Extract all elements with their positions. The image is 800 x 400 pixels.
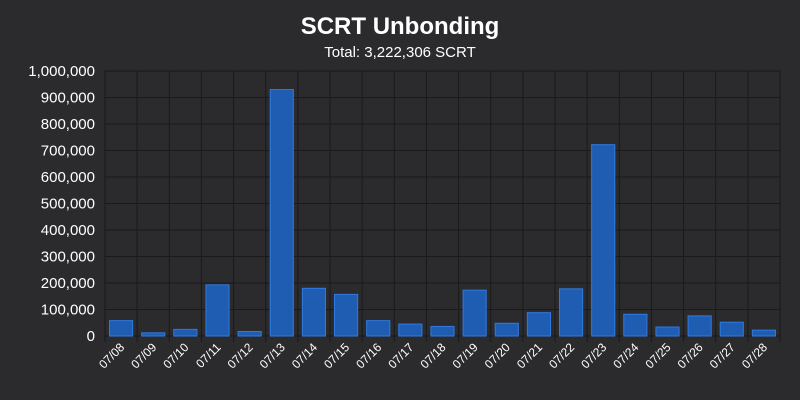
y-tick-label: 300,000	[41, 249, 95, 266]
x-tick-label: 07/12	[225, 340, 256, 371]
x-axis-ticks: 07/08 07/09 07/10 07/11 07/12 07/13 07/14 07/15…	[96, 340, 770, 371]
y-tick-label: 0	[87, 328, 95, 345]
x-tick-label: 07/24	[610, 340, 641, 371]
bar-07-19	[462, 289, 487, 337]
bar-07-28	[751, 329, 776, 337]
x-tick-label: 07/16	[353, 340, 384, 371]
bar-07-24	[623, 313, 648, 337]
y-tick-label: 500,000	[41, 196, 95, 213]
x-tick-label: 07/17	[385, 340, 416, 371]
y-tick-label: 1,000,000	[28, 63, 95, 80]
bar-07-14	[301, 287, 327, 337]
bar-07-12	[237, 330, 262, 337]
x-tick-label: 07/21	[514, 340, 545, 371]
x-tick-label: 07/15	[321, 340, 352, 371]
x-tick-label: 07/23	[578, 340, 609, 371]
y-tick-label: 400,000	[41, 222, 95, 239]
bar-07-11	[205, 284, 230, 337]
bar-07-13	[269, 89, 294, 337]
bar-07-20	[494, 322, 519, 337]
bar-07-08	[109, 320, 134, 337]
y-tick-label: 600,000	[41, 169, 95, 186]
x-tick-label: 07/10	[160, 340, 191, 371]
bar-07-17	[398, 323, 423, 337]
chart-subtitle: Total: 3,222,306 SCRT	[324, 44, 475, 61]
bar-07-10	[173, 328, 198, 337]
bar-07-15	[334, 293, 359, 337]
chart-title: SCRT Unbonding	[301, 13, 500, 40]
bar-07-26	[687, 315, 712, 337]
y-tick-label: 200,000	[41, 275, 95, 292]
bar-07-18	[430, 325, 455, 337]
y-tick-label: 700,000	[41, 143, 95, 160]
bar-07-09	[141, 332, 166, 337]
bars	[109, 89, 776, 337]
y-axis-ticks: 1,000,000 900,000 800,000 700,000 600,000 500…	[28, 63, 95, 345]
x-tick-label: 07/25	[642, 340, 673, 371]
y-tick-label: 900,000	[41, 90, 95, 107]
y-tick-label: 100,000	[41, 302, 95, 319]
x-tick-label: 07/22	[546, 340, 577, 371]
bar-07-16	[366, 320, 391, 337]
x-tick-label: 07/18	[417, 340, 448, 371]
x-tick-label: 07/09	[128, 340, 159, 371]
bar-07-21	[526, 312, 551, 337]
x-tick-label: 07/20	[482, 340, 513, 371]
x-tick-label: 07/19	[450, 340, 481, 371]
x-tick-label: 07/11	[193, 340, 224, 371]
bar-07-22	[559, 288, 584, 337]
bar-07-25	[655, 326, 680, 337]
y-tick-label: 800,000	[41, 116, 95, 133]
x-tick-label: 07/13	[257, 340, 288, 371]
bar-07-27	[719, 321, 744, 337]
x-tick-label: 07/08	[96, 340, 127, 371]
x-tick-label: 07/27	[707, 340, 738, 371]
x-tick-label: 07/26	[675, 340, 706, 371]
bar-07-23	[591, 144, 616, 337]
x-tick-label: 07/14	[289, 340, 320, 371]
x-tick-label: 07/28	[739, 340, 770, 371]
